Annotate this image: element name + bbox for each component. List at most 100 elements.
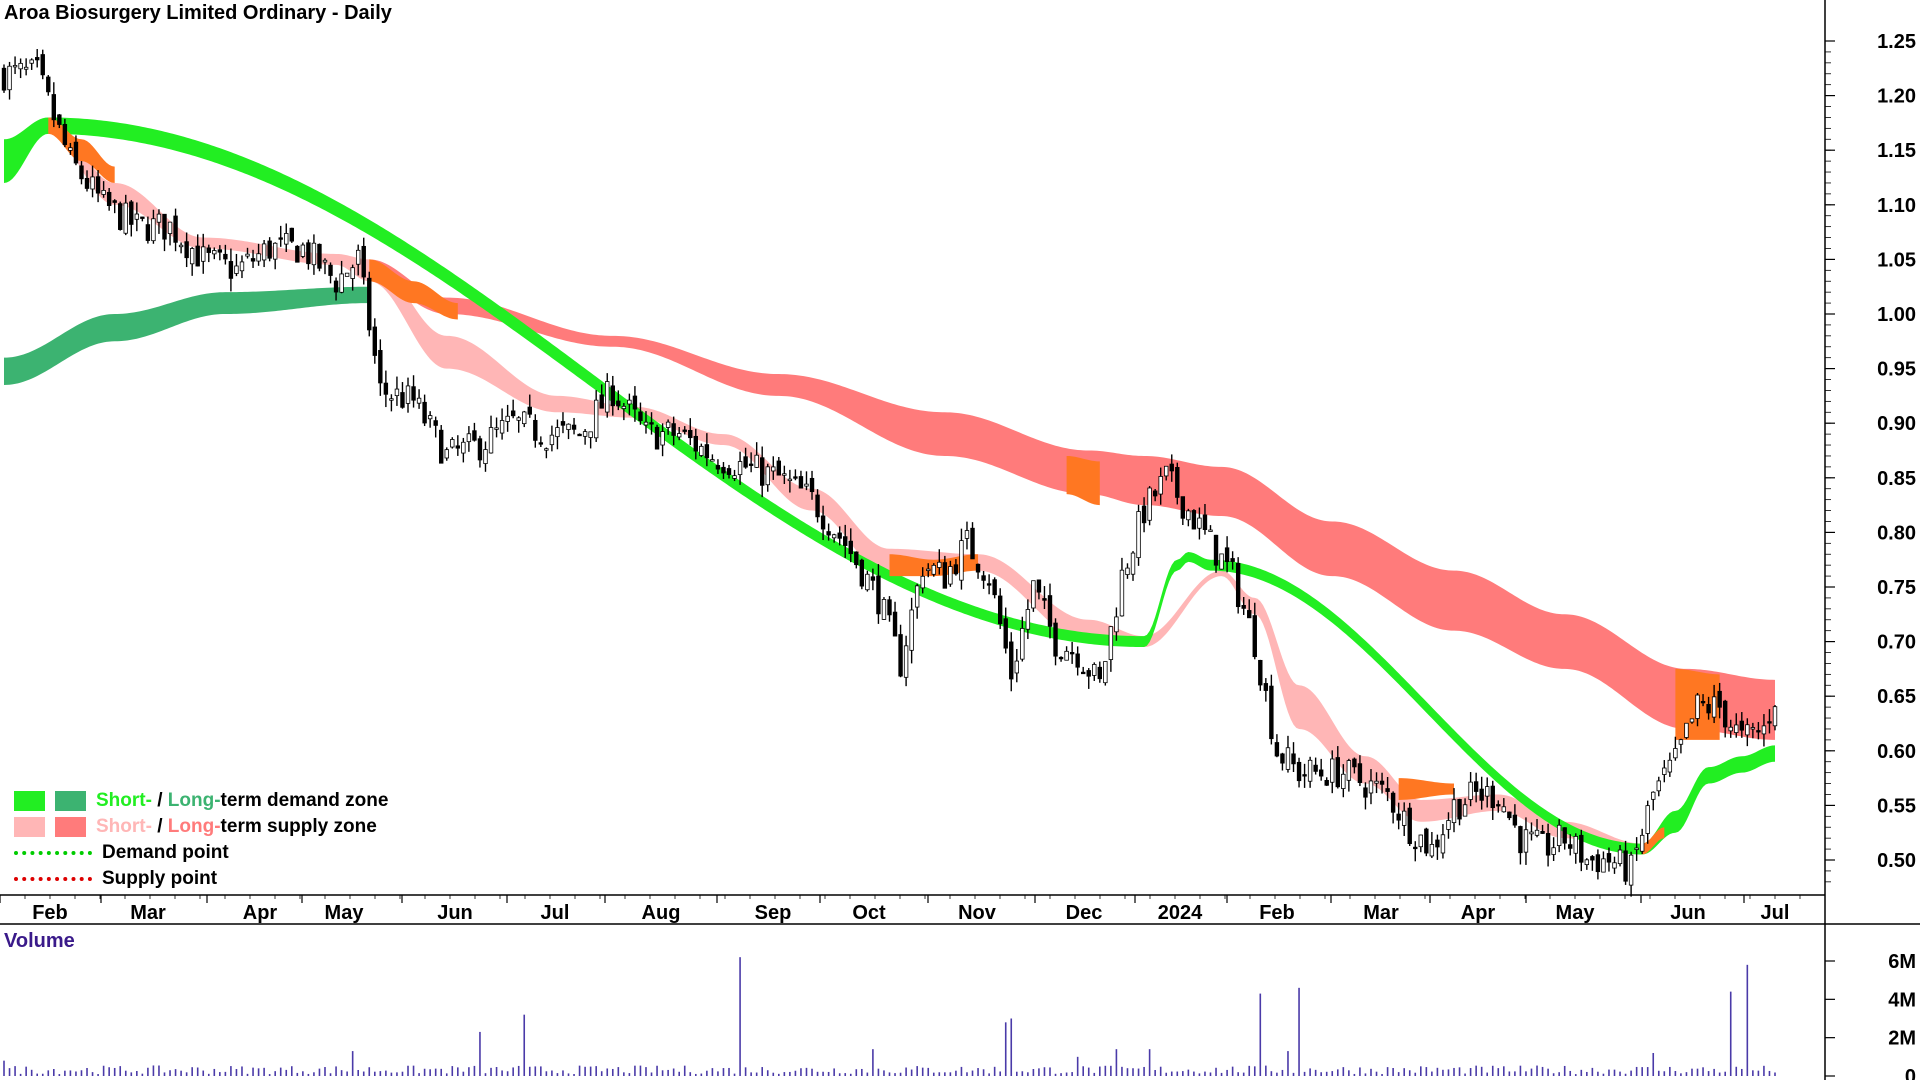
candle-body (804, 483, 809, 487)
short-supply-swatch (14, 817, 45, 837)
candle-body (416, 397, 422, 404)
candle-body (57, 114, 62, 125)
long-demand-swatch (55, 791, 86, 811)
candle-body (1313, 764, 1318, 772)
vol-tick-label: 0 (1905, 1066, 1916, 1080)
candle-body (1750, 727, 1756, 730)
candle-body (1230, 558, 1235, 562)
long-supply-swatch (55, 817, 86, 837)
y-tick-label: 1.00 (1877, 304, 1916, 326)
candle-body (843, 536, 848, 546)
candle-body (450, 439, 455, 448)
candle-body (439, 429, 444, 464)
candle-body (1767, 721, 1772, 724)
candle-body (1706, 704, 1711, 714)
candle-body (1473, 781, 1479, 792)
candle-body (571, 424, 577, 430)
candle-body (760, 457, 765, 486)
candle-body (926, 568, 931, 571)
candle-body (145, 224, 151, 241)
candle-body (184, 241, 189, 259)
candle-body (1579, 834, 1584, 863)
y-tick-label: 0.90 (1877, 413, 1916, 435)
candle-body (765, 466, 770, 486)
candle-body (837, 532, 842, 539)
candle-body (671, 423, 676, 436)
candle-body (1562, 827, 1567, 844)
candle-body (1584, 859, 1590, 866)
candle-body (1623, 850, 1628, 882)
candle-body (593, 399, 599, 439)
candle-body (344, 272, 350, 277)
candle-body (1324, 779, 1329, 786)
candle-body (1075, 653, 1080, 668)
candle-body (400, 392, 405, 408)
candle-body (881, 599, 887, 620)
candle-body (1363, 787, 1368, 798)
candle-body (1130, 552, 1136, 575)
candle-body (776, 460, 782, 476)
candle-body (1031, 580, 1036, 609)
candle-body (372, 326, 378, 356)
candle-body (361, 245, 366, 278)
candle-body (1379, 780, 1385, 785)
candle-body (693, 435, 698, 452)
candle-body (1003, 618, 1008, 649)
candle-body (1540, 831, 1545, 834)
candle-body (1158, 476, 1163, 495)
candle-body (189, 248, 195, 265)
legend-sep: / (151, 790, 168, 811)
chart-title: Aroa Biosurgery Limited Ordinary - Daily (4, 2, 392, 24)
candle-body (1285, 747, 1291, 770)
long-supply-zone (369, 259, 1775, 740)
candle-body (1523, 829, 1529, 853)
price-candles (1, 49, 1778, 897)
candle-body (1628, 854, 1634, 886)
candle-body (582, 431, 588, 437)
candle-body (1097, 666, 1103, 680)
candle-body (488, 427, 494, 454)
candle-body (549, 434, 555, 446)
candle-body (1518, 826, 1523, 854)
candle-body (920, 575, 925, 589)
candle-body (1612, 862, 1617, 869)
candle-body (68, 147, 73, 151)
candle-body (577, 433, 582, 437)
candle-body (7, 65, 12, 91)
candle-body (466, 433, 472, 443)
x-tick-label: Apr (243, 902, 278, 924)
candle-body (964, 530, 970, 539)
candle-body (106, 191, 112, 206)
candle-body (953, 564, 959, 575)
candle-body (1573, 835, 1578, 854)
candle-body (610, 385, 615, 407)
candle-body (35, 57, 40, 61)
candle-body (1, 67, 7, 91)
candle-body (1247, 610, 1252, 619)
candle-body (1318, 769, 1324, 777)
legend-demand-point-text: Demand point (102, 842, 229, 863)
candle-body (627, 399, 632, 405)
candle-body (234, 265, 239, 274)
zone-bands (4, 117, 1775, 855)
candle-body (1756, 730, 1761, 733)
overlap-zone (1642, 827, 1665, 855)
candle-body (1053, 622, 1058, 657)
overlap-zone (1398, 778, 1455, 800)
candle-body (455, 445, 461, 449)
candle-body (1745, 724, 1750, 736)
candle-body (1213, 534, 1219, 566)
candle-body (1413, 846, 1418, 850)
candle-body (616, 400, 621, 407)
candle-body (140, 216, 145, 219)
candle-body (1435, 839, 1440, 848)
legend-short-label: Short- (96, 816, 152, 837)
x-tick-label: Jun (437, 902, 473, 924)
candle-body (1152, 490, 1158, 497)
candle-body (1451, 799, 1457, 824)
candle-body (848, 540, 853, 555)
candle-body (820, 515, 826, 530)
candle-body (527, 406, 532, 415)
candle-body (1235, 562, 1241, 608)
candle-body (1401, 810, 1407, 826)
